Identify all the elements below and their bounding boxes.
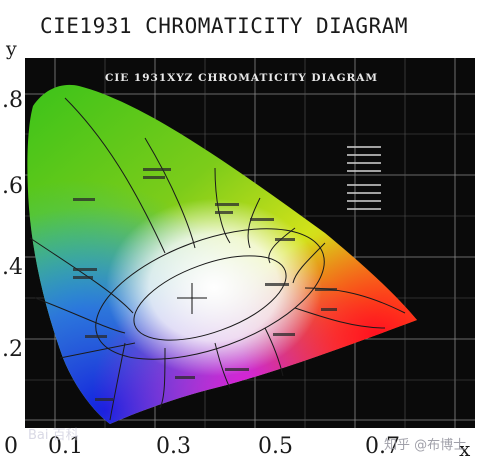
diagram-title: CIE1931 CHROMATICITY DIAGRAM	[40, 14, 409, 38]
y-tick-label: .4	[2, 255, 23, 280]
y-tick-label: .6	[2, 174, 23, 199]
spectral-locus-fill	[27, 84, 417, 424]
chromaticity-plot: CIE 1931XYZ CHROMATICITY DIAGRAM	[25, 58, 475, 428]
region-label-marks	[73, 168, 337, 401]
x-axis-label: x	[459, 437, 471, 461]
watermark-logo: Bai 百科	[28, 428, 79, 443]
x-tick-label: 0	[4, 434, 18, 459]
y-axis-label: y	[6, 38, 17, 60]
chromaticity-svg	[25, 58, 475, 428]
x-tick-label: 0.5	[258, 434, 293, 459]
inner-diagram-title: CIE 1931XYZ CHROMATICITY DIAGRAM	[105, 72, 379, 84]
white-point-crosshair	[177, 283, 207, 314]
x-tick-label: 0.1	[48, 434, 83, 459]
x-tick-label: 0.7	[365, 434, 400, 459]
y-tick-label: .8	[2, 88, 23, 113]
watermark-credit: 知乎 @布博士	[384, 438, 467, 453]
x-tick-label: 0.3	[156, 434, 191, 459]
legend-block	[347, 146, 381, 210]
y-tick-label: .2	[2, 337, 23, 362]
